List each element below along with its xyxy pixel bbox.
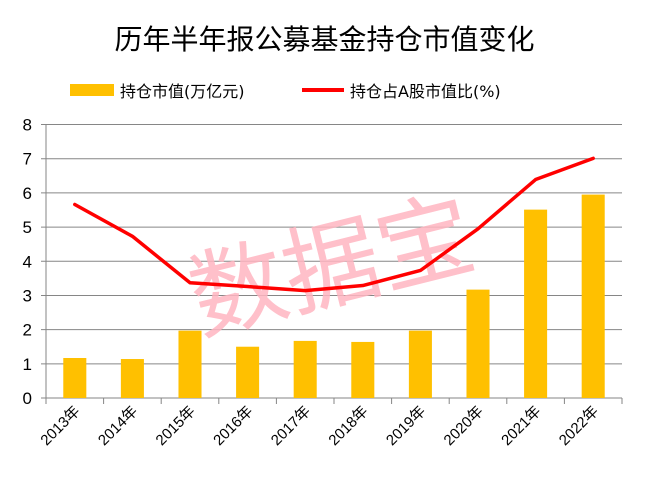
- bar-2014年: [120, 359, 144, 398]
- y-tick-label: 1: [23, 355, 32, 374]
- y-tick-label: 7: [23, 150, 32, 169]
- legend-label-line: 持仓占A股市值比(%): [350, 82, 501, 101]
- chart-title: 历年半年报公募基金持仓市值变化: [114, 23, 535, 56]
- bar-2013年: [63, 358, 87, 398]
- bar-2018年: [351, 341, 375, 398]
- bar-2015年: [178, 330, 202, 398]
- bar-2019年: [408, 330, 432, 398]
- legend-item-line: 持仓占A股市值比(%): [302, 78, 501, 102]
- legend-item-bar: 持仓市值(万亿元): [70, 78, 245, 102]
- line-series: [73, 156, 595, 293]
- x-tick-label: 2021年: [498, 403, 544, 449]
- x-tick-label: 2014年: [95, 403, 141, 449]
- x-tick-label: 2019年: [383, 403, 429, 449]
- bar-2021年: [524, 209, 548, 398]
- x-tick-label: 2020年: [441, 403, 487, 449]
- legend-swatch-line: [302, 88, 344, 92]
- x-tick-label: 2017年: [268, 403, 314, 449]
- bar-2022年: [581, 194, 605, 398]
- bar-2020年: [466, 289, 490, 398]
- bar-2016年: [236, 346, 260, 398]
- legend-label-bar: 持仓市值(万亿元): [120, 82, 245, 101]
- y-tick-label: 2: [23, 321, 32, 340]
- y-tick-label: 0: [23, 389, 32, 408]
- y-tick-label: 3: [23, 286, 32, 305]
- y-tick-label: 6: [23, 184, 32, 203]
- x-tick-label: 2016年: [210, 403, 256, 449]
- y-tick-label: 5: [23, 218, 32, 237]
- legend-swatch-bar: [70, 84, 114, 96]
- x-tick-label: 2022年: [556, 403, 602, 449]
- bar-2017年: [293, 340, 317, 398]
- x-tick-label: 2018年: [325, 403, 371, 449]
- x-tick-label: 2015年: [153, 403, 199, 449]
- y-tick-label: 8: [23, 116, 32, 135]
- y-tick-label: 4: [23, 252, 32, 271]
- x-tick-label: 2013年: [37, 403, 83, 449]
